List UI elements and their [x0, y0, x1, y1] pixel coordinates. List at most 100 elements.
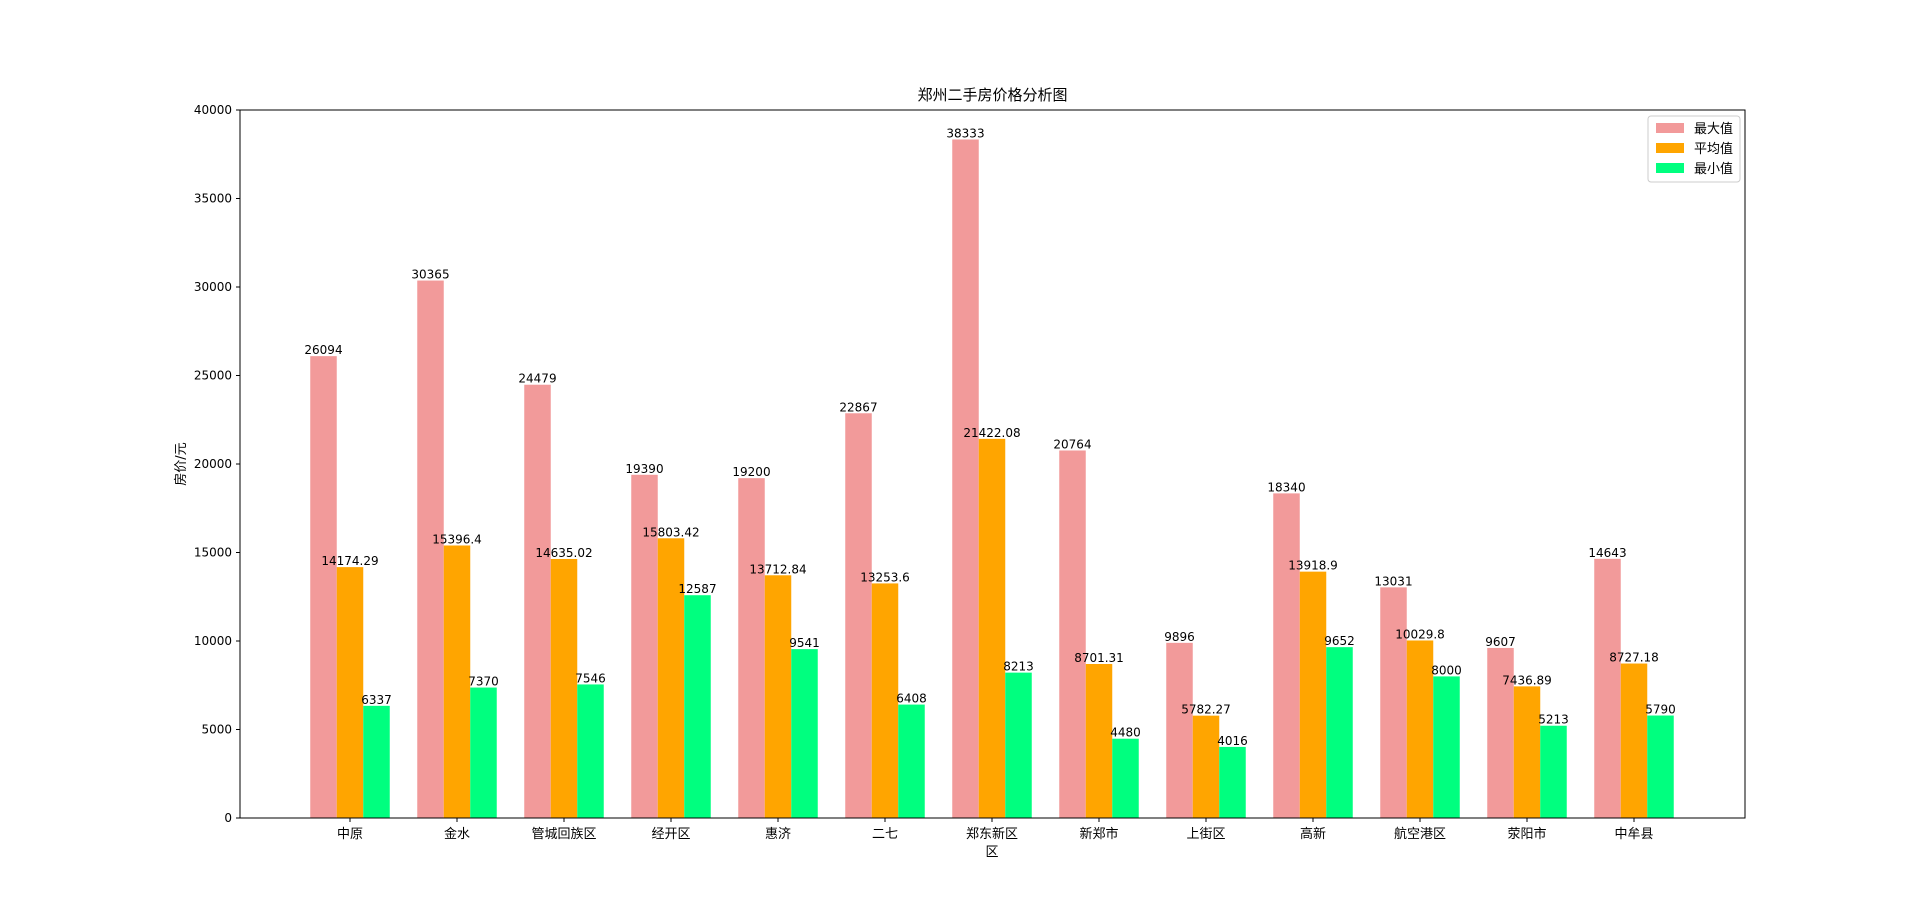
- bar-平均值: [1085, 663, 1113, 818]
- x-tick-label: 管城回族区: [531, 826, 596, 842]
- y-tick-label: 35000: [194, 192, 232, 206]
- y-tick-label: 25000: [194, 369, 232, 383]
- bar-最小值: [1540, 725, 1567, 818]
- bar-value-label: 9896: [1164, 630, 1195, 644]
- y-axis: 0 5000 10000 15000 20000 25000 30000 35000 40000: [194, 103, 240, 825]
- bar-平均值: [1299, 571, 1327, 818]
- bar-value-label: 15396.4: [432, 532, 482, 546]
- x-tick-label: 郑东新区: [966, 826, 1018, 842]
- bar-value-label: 13253.6: [860, 570, 910, 584]
- bar-value-label: 14635.02: [535, 546, 592, 560]
- x-tick-label: 经开区: [651, 827, 690, 842]
- bar-最大值: [845, 413, 872, 818]
- bar-最小值: [363, 705, 390, 818]
- value-labels-layer: 26094 14174.29 6337 30365 15396.4 7370 24479 14…: [304, 127, 1675, 748]
- bar-最小值: [470, 687, 497, 818]
- legend-swatch: [1656, 123, 1684, 133]
- bar-value-label: 8727.18: [1609, 651, 1659, 665]
- bar-value-label: 14174.29: [321, 554, 378, 568]
- bar-平均值: [1406, 640, 1434, 818]
- bar-平均值: [1620, 663, 1648, 818]
- bar-value-label: 8000: [1431, 663, 1462, 677]
- bar-平均值: [657, 538, 685, 818]
- bar-value-label: 19390: [625, 462, 663, 476]
- bar-平均值: [871, 583, 899, 818]
- bar-最大值: [631, 474, 658, 818]
- chart-title: 郑州二手房价格分析图: [917, 86, 1067, 104]
- bar-最小值: [1647, 715, 1674, 818]
- x-tick-label: 中原: [337, 827, 363, 842]
- bar-value-label: 9652: [1324, 634, 1355, 648]
- bar-平均值: [550, 558, 578, 818]
- bar-平均值: [443, 545, 471, 818]
- bar-平均值: [336, 567, 364, 818]
- bar-最小值: [1326, 647, 1353, 818]
- legend-label: 平均值: [1694, 141, 1733, 157]
- x-tick-label: 航空港区: [1394, 826, 1446, 842]
- bar-value-label: 5790: [1645, 703, 1676, 717]
- bar-value-label: 9541: [789, 636, 820, 650]
- bar-value-label: 21422.08: [963, 426, 1020, 440]
- bar-最大值: [310, 356, 337, 818]
- y-tick-label: 20000: [194, 457, 232, 471]
- bar-value-label: 13712.84: [749, 562, 806, 576]
- bar-value-label: 12587: [678, 582, 716, 596]
- legend-swatch: [1656, 143, 1684, 153]
- bar-value-label: 20764: [1053, 437, 1091, 451]
- bar-value-label: 22867: [839, 400, 877, 414]
- bar-最大值: [1059, 450, 1086, 818]
- bar-value-label: 13918.9: [1288, 559, 1338, 573]
- x-tick-label: 金水: [444, 826, 470, 842]
- bar-value-label: 14643: [1588, 546, 1626, 560]
- legend-label: 最小值: [1694, 161, 1733, 177]
- x-tick-label: 新郑市: [1079, 826, 1118, 842]
- x-tick-label: 荥阳市: [1507, 826, 1546, 842]
- bar-最小值: [684, 595, 711, 818]
- bar-最大值: [952, 139, 979, 818]
- bar-value-label: 7436.89: [1502, 673, 1552, 687]
- y-tick-label: 5000: [201, 723, 232, 737]
- bar-平均值: [1192, 715, 1220, 818]
- bar-value-label: 30365: [411, 268, 449, 282]
- bar-最大值: [524, 384, 551, 818]
- bar-value-label: 13031: [1374, 574, 1412, 588]
- bar-最小值: [1433, 676, 1460, 818]
- bar-value-label: 24479: [518, 372, 556, 386]
- x-tick-label: 二七: [872, 827, 898, 842]
- bar-最小值: [791, 649, 818, 818]
- bar-value-label: 4016: [1217, 734, 1248, 748]
- bar-最小值: [577, 684, 604, 818]
- bars-layer: [310, 139, 1674, 818]
- x-tick-label: 中牟县: [1614, 827, 1653, 842]
- bar-value-label: 26094: [304, 343, 342, 357]
- bar-value-label: 9607: [1485, 635, 1516, 649]
- x-tick-label: 上街区: [1186, 827, 1225, 842]
- bar-value-label: 7370: [468, 675, 499, 689]
- bar-最大值: [738, 478, 765, 818]
- bar-最小值: [1219, 746, 1246, 818]
- bar-value-label: 6337: [361, 693, 392, 707]
- bar-最大值: [1380, 587, 1407, 818]
- bar-value-label: 4480: [1110, 726, 1141, 740]
- bar-value-label: 19200: [732, 465, 770, 479]
- y-axis-label: 房价/元: [173, 442, 189, 485]
- bar-最大值: [417, 280, 444, 818]
- x-tick-label: 惠济: [765, 827, 791, 842]
- bar-最大值: [1166, 642, 1193, 818]
- bar-平均值: [764, 575, 792, 818]
- bar-value-label: 5213: [1538, 713, 1569, 727]
- legend-swatch: [1656, 163, 1684, 173]
- bar-value-label: 6408: [896, 692, 927, 706]
- bar-最小值: [1005, 672, 1032, 818]
- bar-最大值: [1487, 647, 1514, 818]
- plot-frame: [239, 109, 1746, 819]
- y-tick-label: 0: [224, 811, 232, 825]
- y-tick-label: 15000: [194, 546, 232, 560]
- bar-value-label: 8701.31: [1074, 651, 1124, 665]
- bar-value-label: 5782.27: [1181, 703, 1231, 717]
- bar-最大值: [1594, 558, 1621, 818]
